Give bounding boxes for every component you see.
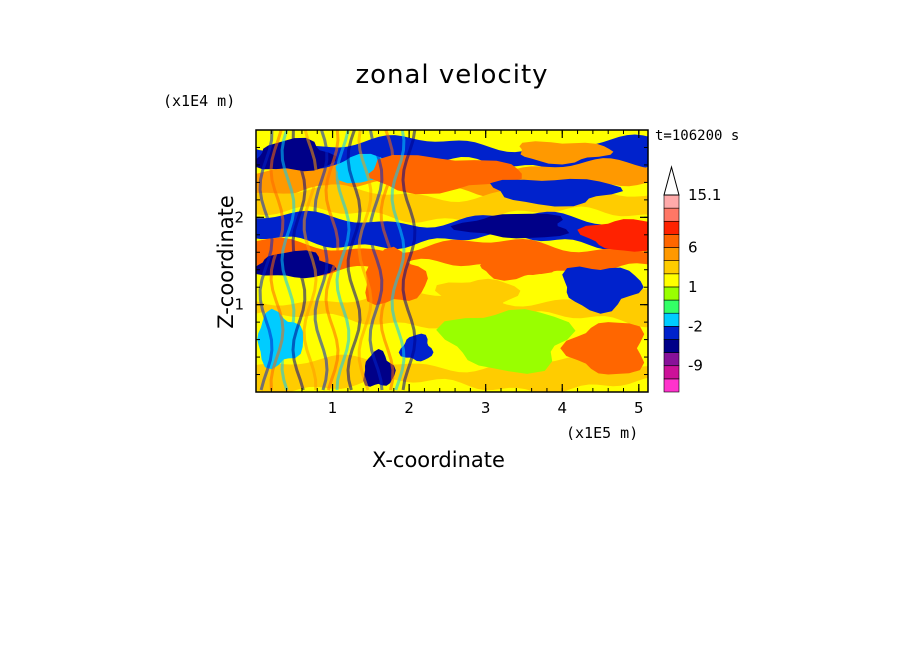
velocity-field: [256, 130, 648, 392]
turbulent-streak: [269, 130, 285, 391]
contour-patch: [519, 141, 614, 165]
turbulent-streak: [291, 130, 307, 391]
x-tick-label: 5: [634, 399, 644, 417]
turbulent-streak: [335, 130, 351, 391]
contour-patch: [436, 309, 576, 374]
turbulent-streak: [302, 130, 318, 391]
colorbar-cell: [663, 378, 680, 393]
turbulent-streak: [390, 130, 406, 391]
contour-patch: [562, 266, 644, 314]
contour-patch: [490, 178, 623, 207]
colorbar-cell: [663, 312, 680, 327]
x-tick-label: 4: [557, 399, 567, 417]
colorbar: 15.1 6 1 -2 -9: [663, 165, 721, 393]
time-annotation: t=106200 s: [655, 128, 740, 144]
contour-patch: [560, 322, 645, 375]
colorbar-extend-arrow: [663, 165, 680, 196]
turbulent-streak: [324, 130, 340, 391]
contour-patch: [480, 250, 557, 281]
colorbar-cell: [663, 194, 680, 209]
turbulent-streak: [368, 130, 384, 391]
y-tick-label: 2: [234, 208, 244, 226]
chart-title: zonal velocity: [355, 60, 549, 90]
turbulent-streak: [280, 130, 296, 391]
turbulent-streak: [346, 130, 362, 391]
turbulent-streak: [379, 130, 395, 391]
contour-patch: [363, 349, 396, 387]
contour-patch: [435, 278, 521, 317]
x-tick-label: 1: [328, 399, 338, 417]
colorbar-label: -2: [688, 317, 703, 335]
x-axis-label: X-coordinate: [372, 448, 505, 472]
colorbar-cell: [663, 220, 680, 235]
colorbar-label: -9: [688, 357, 703, 375]
contour-patch: [450, 213, 570, 239]
colorbar-cell: [663, 299, 680, 314]
y-axis-unit: (x1E4 m): [163, 92, 236, 110]
plot-frame: [255, 129, 649, 393]
turbulent-streak: [258, 130, 274, 391]
contour-patch: [368, 155, 522, 195]
colorbar-cell: [663, 326, 680, 340]
colorbar-cell: [663, 352, 680, 367]
colorbar-cell: [663, 365, 680, 380]
turbulent-streak: [313, 130, 329, 391]
colorbar-cell: [663, 234, 680, 248]
colorbar-cell: [663, 273, 680, 288]
colorbar-cell: [663, 260, 680, 275]
colorbar-label: 6: [688, 239, 698, 257]
y-tick-label: 1: [234, 296, 244, 314]
contour-band: [256, 289, 648, 329]
x-tick-label: 2: [404, 399, 414, 417]
colorbar-label: 15.1: [688, 186, 721, 204]
colorbar-label: 1: [688, 278, 698, 296]
x-axis-unit: (x1E5 m): [566, 424, 639, 442]
turbulent-streak: [357, 130, 373, 391]
colorbar-cell: [663, 339, 680, 353]
turbulent-streak: [401, 130, 417, 391]
colorbar-cell: [663, 286, 680, 301]
colorbar-cell: [663, 247, 680, 261]
colorbar-cell: [663, 207, 680, 222]
x-tick-label: 3: [481, 399, 491, 417]
contour-patch: [577, 219, 648, 252]
contour-patch: [398, 333, 434, 362]
